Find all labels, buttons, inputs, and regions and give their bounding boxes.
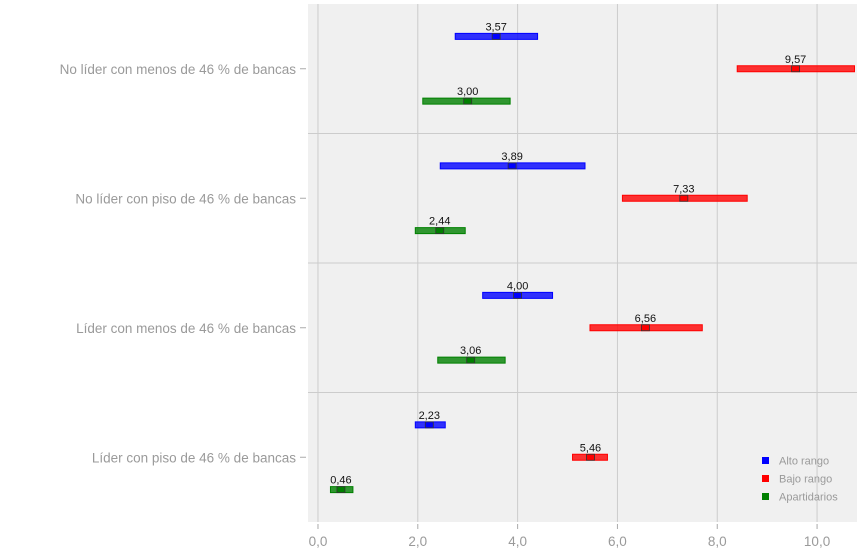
- median-marker: [679, 194, 689, 202]
- legend: Alto rango Bajo rango Apartidarios: [762, 456, 838, 504]
- x-tick-label: 0,0: [309, 534, 328, 549]
- category-label: Líder con piso de 46 % de bancas: [92, 450, 296, 465]
- value-label: 3,06: [460, 345, 481, 357]
- value-label: 0,46: [330, 475, 351, 487]
- legend-label: Alto rango: [779, 456, 829, 468]
- value-label: 9,57: [785, 54, 806, 66]
- median-marker: [336, 486, 346, 494]
- value-label: 3,89: [501, 151, 522, 163]
- category-label: Líder con menos de 46 % de bancas: [76, 321, 296, 336]
- x-axis: 0,0 2,0 4,0 6,0 8,0 10,0: [309, 524, 830, 549]
- category-label: No líder con menos de 46 % de bancas: [60, 62, 297, 77]
- legend-swatch: [762, 475, 769, 482]
- value-label: 7,33: [673, 183, 694, 195]
- value-label: 6,56: [635, 313, 656, 325]
- grid: [308, 4, 857, 522]
- x-tick-label: 2,0: [408, 534, 427, 549]
- bars: 3,57 3,89 4,00 2,23 9,57 7,33 6,56 5,46 3,00 2,44…: [329, 21, 856, 494]
- category-labels: No líder con menos de 46 % de bancas No l…: [60, 62, 306, 465]
- value-label: 3,57: [485, 21, 506, 33]
- median-marker: [507, 162, 517, 170]
- legend-label: Apartidarios: [779, 492, 838, 504]
- x-tick-label: 6,0: [608, 534, 627, 549]
- median-marker: [640, 324, 650, 332]
- value-label: 2,23: [419, 410, 440, 422]
- value-label: 2,44: [429, 216, 450, 228]
- category-label: No líder con piso de 46 % de bancas: [75, 191, 296, 206]
- median-marker: [491, 32, 501, 40]
- legend-label: Bajo rango: [779, 474, 832, 486]
- x-tick-label: 10,0: [804, 534, 830, 549]
- median-marker: [586, 453, 595, 461]
- x-tick-label: 8,0: [708, 534, 727, 549]
- median-marker: [463, 97, 473, 105]
- legend-swatch: [762, 493, 769, 500]
- value-label: 3,00: [457, 86, 478, 98]
- median-marker: [791, 65, 801, 73]
- value-label: 5,46: [580, 442, 601, 454]
- x-tick-label: 4,0: [508, 534, 527, 549]
- median-marker: [466, 356, 476, 364]
- legend-swatch: [762, 457, 769, 464]
- median-marker: [424, 421, 434, 429]
- median-marker: [435, 227, 445, 235]
- value-label: 4,00: [507, 280, 528, 292]
- median-marker: [513, 291, 523, 299]
